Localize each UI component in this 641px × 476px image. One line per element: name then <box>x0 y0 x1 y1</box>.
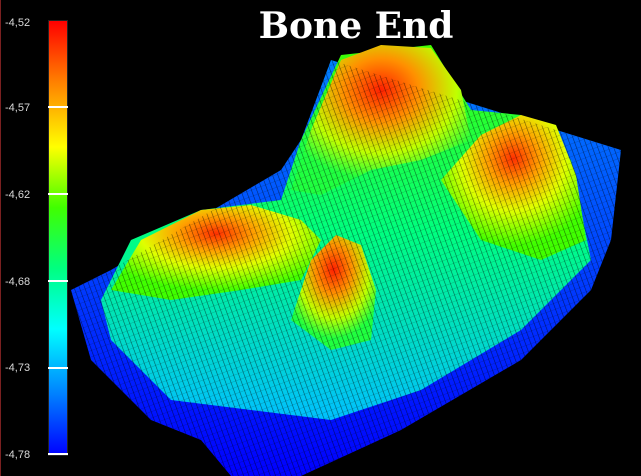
colorbar-tick-mark <box>48 280 68 282</box>
plot-title: Bone End <box>258 5 454 47</box>
colorbar <box>48 20 68 456</box>
colorbar-tick-label: -4,73 <box>5 362 31 374</box>
colorbar-tick-mark <box>48 453 68 455</box>
colorbar-tick-label: -4,78 <box>5 449 31 461</box>
surface-mesh <box>71 60 621 476</box>
colorbar-tick-mark <box>48 106 68 108</box>
colorbar-tick-label: -4,52 <box>5 17 31 29</box>
colorbar-tick-mark <box>48 193 68 195</box>
colorbar-tick-mark <box>48 367 68 369</box>
colorbar-tick-label: -4,68 <box>5 276 31 288</box>
colorbar-tick-label: -4,57 <box>5 102 31 114</box>
colorbar-tick-label: -4,62 <box>5 189 31 201</box>
